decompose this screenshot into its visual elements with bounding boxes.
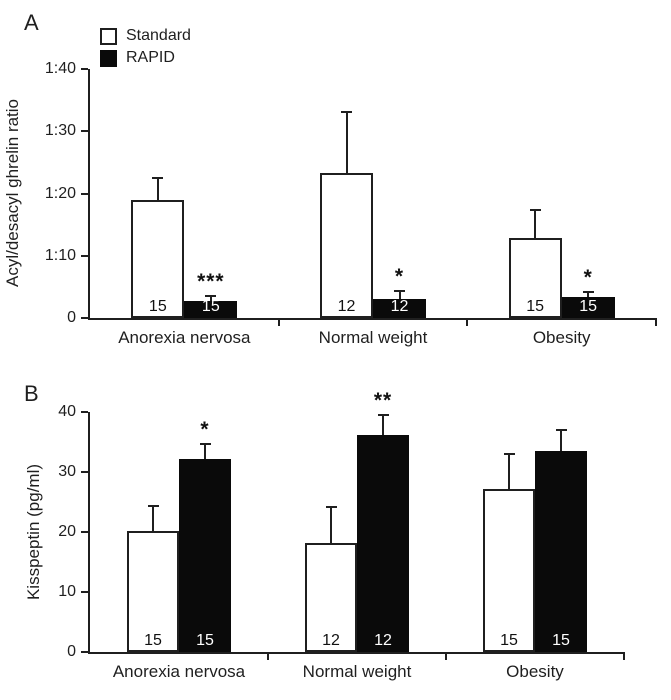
- error-bar-cap: [205, 294, 217, 297]
- y-tick: [81, 192, 88, 195]
- y-tick-label: 30: [58, 463, 76, 480]
- x-tick: [623, 652, 625, 660]
- legend: Standard RAPID: [100, 25, 191, 69]
- sample-size-label: 15: [579, 298, 598, 315]
- y-tick-label: 1:40: [44, 60, 76, 77]
- legend-item-rapid: RAPID: [100, 47, 191, 69]
- sample-size-label: 12: [374, 632, 392, 649]
- x-tick: [277, 318, 280, 326]
- category-label: Normal weight: [302, 662, 412, 681]
- category-label: Normal weight: [318, 328, 428, 347]
- y-tick: [81, 651, 88, 653]
- y-axis-title-panel-a: Acyl/desacyl ghrelin ratio: [3, 98, 22, 288]
- error-bar-line: [508, 454, 510, 489]
- bar-rapid-normal-weight: [373, 299, 426, 318]
- sample-size-label: 15: [148, 298, 167, 315]
- error-bar-line: [330, 506, 332, 544]
- x-tick: [655, 318, 657, 326]
- y-tick-label: 1:20: [44, 184, 76, 202]
- chart-panel-b: 0 10 20 30 40 Anorexia nervosa 15 15 * Normal wei…: [58, 390, 625, 681]
- y-tick: [81, 411, 88, 413]
- legend-label-rapid: RAPID: [126, 49, 175, 66]
- bar-standard-normal-weight: [320, 172, 373, 318]
- x-tick: [267, 652, 269, 660]
- y-tick-label: 0: [67, 643, 76, 660]
- category-label: Anorexia nervosa: [118, 328, 251, 347]
- error-bar-line: [209, 295, 212, 302]
- bar-rapid-anorexia-nervosa: [184, 301, 238, 318]
- y-tick-label: 0: [67, 309, 76, 326]
- bar-standard-obesity: [483, 488, 535, 652]
- error-bar-line: [534, 209, 537, 239]
- error-bar-cap: [377, 414, 389, 416]
- y-tick-label: 1:10: [44, 246, 76, 264]
- bar-standard-obesity: [508, 238, 562, 318]
- error-bar-cap: [199, 442, 211, 445]
- panel-a-label: A: [24, 10, 39, 35]
- sample-size-label: 15: [552, 632, 570, 649]
- sample-size-label: 15: [144, 632, 162, 649]
- error-bar-line: [587, 291, 590, 298]
- y-tick-label: 1:30: [44, 122, 76, 140]
- bar-rapid-normal-weight: [357, 434, 409, 652]
- y-tick: [81, 130, 88, 133]
- legend-item-standard: Standard: [100, 25, 191, 47]
- sample-size-label: 12: [390, 298, 409, 315]
- category-label: Obesity: [506, 662, 564, 681]
- y-tick: [81, 471, 88, 473]
- y-tick: [81, 254, 88, 257]
- panel-b-label: B: [24, 381, 39, 406]
- sample-size-label: 15: [201, 298, 220, 315]
- y-tick: [81, 317, 88, 319]
- bar-rapid-obesity: [535, 451, 587, 652]
- sample-size-label: 15: [196, 632, 214, 649]
- y-tick: [81, 68, 88, 70]
- error-bar-cap: [582, 290, 594, 293]
- error-bar-line: [398, 291, 401, 300]
- error-bar-cap: [394, 290, 405, 293]
- bar-standard-anorexia-nervosa: [131, 199, 185, 318]
- bar-standard-anorexia-nervosa: [127, 531, 179, 652]
- error-bar-cap: [529, 208, 541, 211]
- sample-size-label: 15: [500, 632, 518, 649]
- error-bar-cap: [147, 504, 159, 507]
- x-tick: [466, 318, 469, 326]
- bar-rapid-obesity: [561, 297, 615, 318]
- error-bar-cap: [152, 176, 164, 179]
- error-bar-cap: [341, 110, 352, 113]
- y-tick: [81, 591, 88, 593]
- y-tick-label: 20: [58, 523, 76, 540]
- sample-size-label: 15: [526, 298, 545, 315]
- legend-label-standard: Standard: [126, 27, 191, 44]
- y-tick: [81, 531, 88, 533]
- error-bar-line: [345, 111, 348, 173]
- bar-standard-normal-weight: [305, 543, 357, 652]
- error-bar-line: [156, 177, 159, 200]
- significance-marker: **: [373, 389, 393, 412]
- sample-size-label: 12: [322, 632, 340, 649]
- significance-marker: *: [200, 417, 210, 441]
- bar-rapid-anorexia-nervosa: [179, 458, 231, 652]
- error-bar-cap: [325, 505, 337, 508]
- y-tick-label: 40: [58, 403, 76, 420]
- error-bar-cap: [555, 429, 567, 431]
- error-bar-line: [204, 443, 206, 459]
- open-square-swatch-icon: [100, 27, 117, 45]
- significance-marker: *: [394, 265, 405, 289]
- category-label: Obesity: [532, 328, 591, 347]
- filled-square-swatch-icon: [100, 49, 117, 67]
- y-tick-label: 10: [58, 583, 76, 600]
- significance-marker: ***: [197, 269, 225, 293]
- error-bar-line: [152, 505, 154, 532]
- error-bar-line: [382, 415, 384, 435]
- error-bar-line: [560, 430, 562, 451]
- significance-marker: *: [583, 265, 593, 289]
- error-bar-cap: [503, 453, 515, 455]
- category-label: Anorexia nervosa: [112, 662, 246, 681]
- sample-size-label: 12: [337, 298, 356, 315]
- chart-panel-a: 0 1:10 1:20 1:30 1:40 Anorexia nervosa 15 15 ***…: [45, 60, 657, 347]
- x-tick: [445, 652, 447, 660]
